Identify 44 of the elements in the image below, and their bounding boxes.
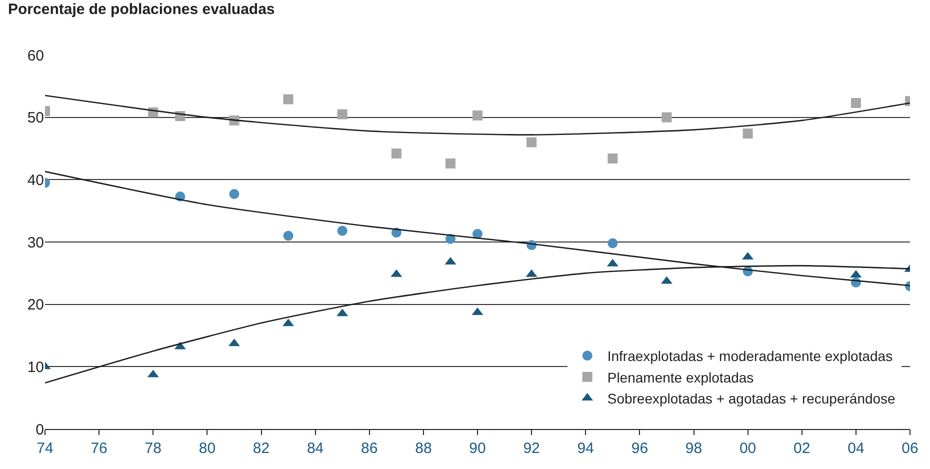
y-axis-title: Porcentaje de poblaciones evaluadas: [8, 1, 275, 18]
x-tick-label: 76: [90, 440, 108, 457]
point: [337, 109, 348, 120]
y-tick-label: 0: [36, 421, 44, 438]
x-tick-label: 88: [415, 440, 432, 457]
x-tick-label: 74: [36, 440, 54, 457]
line-series: [45, 94, 910, 136]
x-tick-label: 78: [144, 440, 162, 457]
point: [283, 230, 294, 241]
x-tick-label: 06: [902, 440, 918, 457]
x-tick-label: 84: [306, 440, 324, 457]
y-tick-label: 10: [27, 358, 44, 376]
point: [608, 153, 618, 164]
x-tick-label: 90: [469, 440, 486, 457]
x-tick-label: 94: [577, 440, 594, 457]
y-tick-label: 50: [27, 110, 44, 127]
legend-label: Infraexplotadas + moderadamente explotadas: [607, 348, 893, 364]
y-tick-label: 20: [27, 296, 44, 314]
point: [445, 158, 456, 168]
x-tick-label: 92: [523, 440, 540, 457]
point: [472, 110, 482, 120]
x-tick-label: 00: [739, 440, 756, 457]
point: [662, 112, 672, 122]
y-tick-label: 30: [27, 234, 44, 252]
point: [391, 148, 402, 158]
point: [472, 228, 482, 239]
point: [337, 226, 348, 236]
point: [742, 128, 753, 139]
x-tick-label: 04: [848, 440, 864, 457]
point: [850, 98, 861, 108]
y-tick-label: 60: [27, 47, 44, 64]
point: [608, 238, 618, 248]
x-tick-label: 96: [631, 440, 648, 457]
legend-label: Sobreexplotadas + agotadas + recuperándose: [607, 390, 896, 406]
legend-label: Plenamente explotadas: [607, 369, 754, 386]
point: [283, 94, 294, 104]
y-tick-label: 40: [27, 172, 44, 189]
x-tick-label: 82: [252, 440, 270, 457]
x-tick-label: 02: [794, 440, 810, 457]
point: [526, 137, 537, 148]
x-tick-label: 98: [685, 440, 702, 457]
point: [229, 189, 240, 199]
x-tick-label: 86: [361, 440, 378, 457]
x-tick-label: 80: [198, 440, 216, 457]
